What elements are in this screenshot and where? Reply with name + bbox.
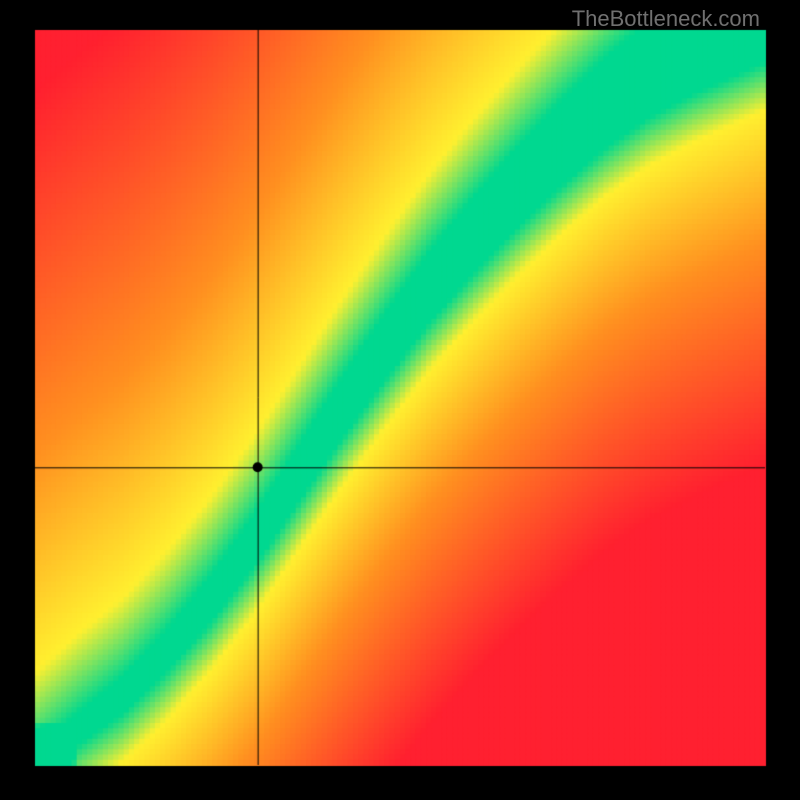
bottleneck-heatmap xyxy=(0,0,800,800)
watermark-text: TheBottleneck.com xyxy=(572,6,760,32)
heatmap-canvas xyxy=(0,0,800,800)
